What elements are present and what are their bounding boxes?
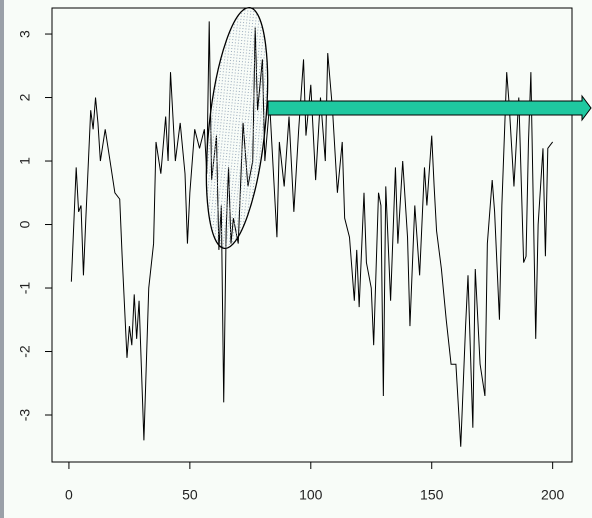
y-tick-label: 3 <box>17 30 33 38</box>
arrow <box>267 94 592 122</box>
y-tick-label: -1 <box>17 282 33 295</box>
y-tick-label: 0 <box>17 220 33 228</box>
highlight-ellipse <box>205 6 269 250</box>
x-tick-label: 0 <box>65 487 73 503</box>
x-tick-label: 100 <box>299 487 323 503</box>
plot-frame <box>51 7 573 463</box>
x-tick-label: 50 <box>182 487 198 503</box>
window-edge <box>0 0 4 518</box>
x-tick-label: 200 <box>541 487 565 503</box>
y-tick-label: 1 <box>17 157 33 165</box>
x-tick-label: 150 <box>420 487 444 503</box>
y-tick-label: -2 <box>17 345 33 358</box>
series-line <box>70 21 554 447</box>
y-tick-label: 2 <box>17 93 33 101</box>
plot-area: 0 50 100 150 200 -3 -2 -1 0 1 2 3 <box>17 21 565 503</box>
y-tick-label: -3 <box>17 409 33 422</box>
